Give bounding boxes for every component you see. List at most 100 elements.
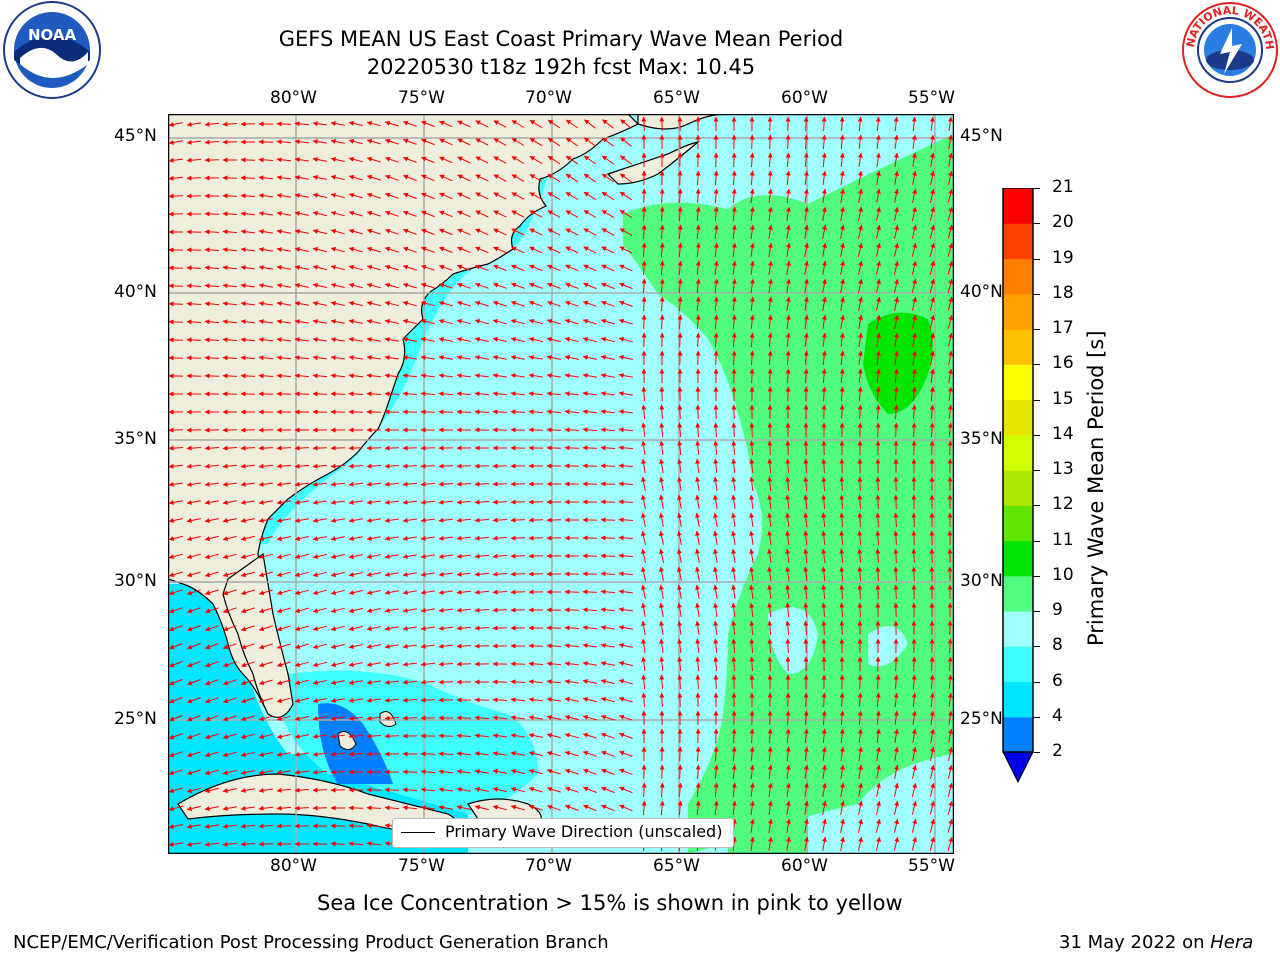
wave-arrow	[583, 574, 597, 575]
wave-arrow	[601, 502, 615, 503]
colorbar-swatch	[1003, 717, 1033, 753]
wave-arrow	[896, 495, 897, 509]
colorbar-tick-mark	[1034, 329, 1040, 330]
wave-arrow	[662, 387, 663, 401]
footer-host: Hera	[1210, 932, 1253, 953]
colorbar-tick-mark	[1034, 541, 1040, 542]
lat-tick: 45°N	[114, 126, 157, 146]
colorbar-swatch	[1003, 646, 1033, 682]
wave-arrow	[421, 754, 435, 755]
colorbar-tick-mark	[1034, 505, 1040, 506]
wave-arrow	[680, 693, 681, 707]
wave-arrow	[932, 549, 933, 563]
wave-arrow	[187, 430, 201, 431]
wave-arrow	[914, 657, 915, 671]
colorbar-tick-label: 9	[1052, 600, 1063, 620]
wave-arrow	[385, 412, 399, 413]
chart-subtitle: 20220530 t18z 192h fcst Max: 10.45	[0, 54, 1122, 80]
wave-arrow	[896, 585, 897, 599]
wave-arrow	[187, 358, 201, 359]
wave-arrow	[770, 711, 771, 725]
lat-tick: 45°N	[960, 126, 1003, 146]
wave-arrow	[860, 675, 861, 689]
wave-arrow	[644, 315, 645, 329]
wave-arrow	[205, 430, 219, 431]
wave-arrow	[529, 646, 543, 647]
wave-arrow	[752, 369, 753, 383]
wave-arrow	[475, 700, 489, 701]
noaa-logo: NOAA	[0, 0, 104, 100]
wave-arrow	[511, 502, 525, 503]
wave-arrow	[914, 531, 915, 545]
lon-tick: 70°W	[525, 856, 572, 876]
colorbar-swatch	[1003, 505, 1033, 541]
wave-arrow	[860, 477, 861, 491]
lat-tick: 30°N	[960, 571, 1003, 591]
colorbar-tick-label: 11	[1052, 530, 1074, 550]
wave-arrow	[529, 538, 543, 539]
wave-arrow	[896, 657, 897, 671]
colorbar-tick-label: 21	[1052, 177, 1074, 197]
wave-arrow	[205, 160, 219, 161]
colorbar-swatch	[1003, 541, 1033, 577]
wave-arrow	[914, 513, 915, 527]
wave-arrow	[457, 466, 471, 467]
colorbar-tick-mark	[1034, 435, 1040, 436]
wave-arrow	[439, 736, 453, 737]
lat-tick: 25°N	[960, 709, 1003, 729]
wave-arrow	[806, 693, 807, 707]
colorbar-swatch	[1003, 364, 1033, 400]
footer-date: 31 May 2022 on	[1059, 932, 1205, 953]
wave-arrow	[644, 189, 645, 203]
wave-arrow	[734, 675, 735, 689]
wave-arrow	[169, 286, 183, 287]
colorbar-tick-label: 20	[1052, 212, 1074, 232]
wave-arrow	[788, 387, 789, 401]
colorbar-label: Primary Wave Mean Period [s]	[1084, 330, 1108, 646]
wave-arrow	[716, 675, 717, 689]
wave-arrow	[806, 639, 807, 653]
colorbar-swatch	[1003, 223, 1033, 259]
colorbar-tick-mark	[1034, 364, 1040, 365]
wave-arrow	[511, 430, 525, 431]
wave-arrow	[752, 423, 753, 437]
colorbar-tick-label: 8	[1052, 635, 1063, 655]
wave-arrow	[601, 538, 615, 539]
colorbar-swatch	[1003, 611, 1033, 647]
wave-arrow	[331, 448, 345, 449]
colorbar-swatch	[1003, 682, 1033, 718]
wave-map	[168, 114, 954, 854]
colorbar-tick-mark	[1034, 752, 1040, 753]
wave-arrow	[752, 135, 753, 149]
wave-arrow	[878, 477, 879, 491]
wave-arrow	[716, 351, 717, 365]
wave-arrow	[547, 628, 561, 629]
wave-arrow	[367, 448, 381, 449]
wave-arrow	[529, 430, 543, 431]
colorbar	[1002, 188, 1034, 784]
colorbar-swatches	[1002, 188, 1034, 784]
wave-arrow	[511, 592, 525, 593]
lon-tick: 75°W	[398, 856, 445, 876]
lat-tick: 35°N	[114, 429, 157, 449]
wave-arrow	[662, 117, 663, 131]
wave-arrow	[205, 376, 219, 377]
colorbar-swatch	[1003, 435, 1033, 471]
lon-tick: 75°W	[398, 88, 445, 108]
wave-arrow	[277, 394, 291, 395]
wave-arrow	[734, 729, 735, 743]
wave-arrow	[601, 484, 615, 485]
colorbar-tick-label: 19	[1052, 248, 1074, 268]
wave-arrow	[878, 603, 879, 617]
wave-arrow	[806, 117, 807, 131]
colorbar-tick-mark	[1034, 576, 1040, 577]
wave-arrow	[331, 826, 345, 827]
colorbar-tick-mark	[1034, 646, 1040, 647]
colorbar-tick-label: 13	[1052, 459, 1074, 479]
lon-tick: 60°W	[781, 88, 828, 108]
colorbar-swatch	[1003, 188, 1033, 224]
colorbar-tick-mark	[1034, 259, 1040, 260]
colorbar-tick-mark	[1034, 682, 1040, 683]
wave-arrow	[169, 322, 183, 323]
wave-arrow	[493, 484, 507, 485]
